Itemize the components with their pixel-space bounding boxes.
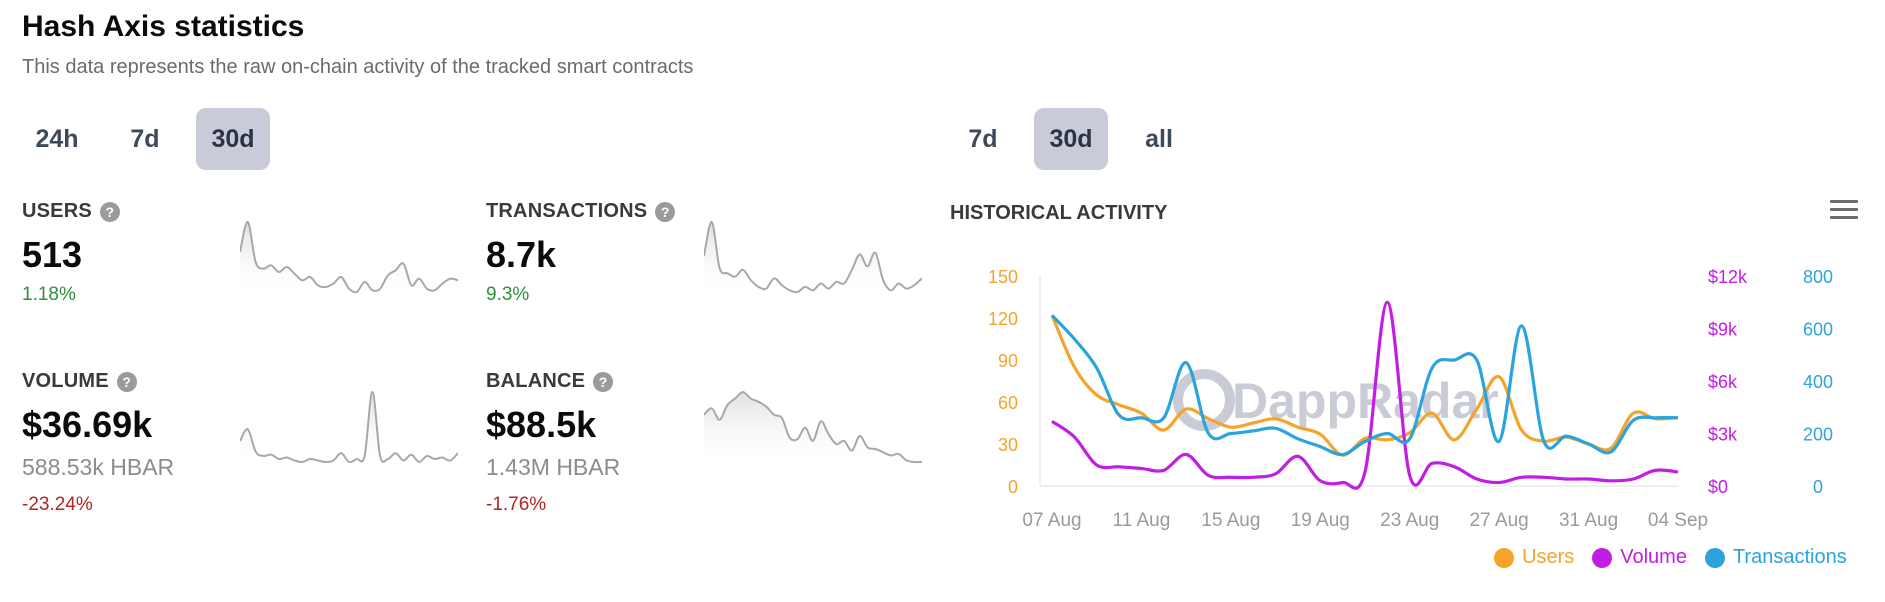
stat-balance-label-row: BALANCE ?: [486, 370, 614, 393]
stat-users-label-row: USERS ?: [22, 200, 120, 223]
legend-item-users[interactable]: Users: [1494, 546, 1574, 569]
help-icon[interactable]: ?: [593, 371, 614, 392]
series-line-volume[interactable]: [1051, 300, 1679, 490]
volume-axis-tick: $9k: [1708, 320, 1738, 340]
transactions-sparkline: [704, 220, 922, 298]
x-axis-tick: 15 Aug: [1201, 510, 1260, 531]
stat-volume-change: -23.24%: [22, 494, 93, 515]
stat-transactions: TRANSACTIONS ? 8.7k 9.3%: [486, 200, 936, 350]
x-axis-tick: 11 Aug: [1113, 510, 1171, 531]
left-axis-tick: 150: [988, 267, 1018, 287]
transactions-axis-tick: 200: [1803, 425, 1833, 445]
x-axis-tick: 07 Aug: [1022, 510, 1081, 531]
stat-volume-secondary: 588.53k HBAR: [22, 454, 175, 480]
legend-item-volume[interactable]: Volume: [1592, 546, 1687, 569]
stat-users-change: 1.18%: [22, 284, 76, 305]
legend-dot-users: [1494, 547, 1514, 568]
left-axis-tick: 90: [998, 351, 1018, 371]
x-axis-tick: 27 Aug: [1470, 510, 1529, 531]
legend-label-volume: Volume: [1620, 546, 1687, 568]
legend-label-transactions: Transactions: [1732, 546, 1847, 568]
stat-balance-change: -1.76%: [486, 494, 547, 515]
stat-balance-value: $88.5k: [486, 404, 597, 445]
stat-transactions-value: 8.7k: [486, 234, 557, 275]
users-sparkline-area: [240, 221, 458, 298]
transactions-axis-tick: 800: [1803, 267, 1833, 287]
help-icon[interactable]: ?: [99, 201, 120, 222]
watermark-text: DappRadar: [1232, 373, 1499, 429]
transactions-axis-tick: 400: [1803, 372, 1833, 392]
stat-balance-label: BALANCE: [486, 370, 586, 392]
users-sparkline-line: [240, 220, 458, 294]
page-subtitle: This data represents the raw on-chain ac…: [22, 56, 694, 78]
volume-axis-tick: $12k: [1708, 267, 1748, 287]
stat-volume-label-row: VOLUME ?: [22, 370, 137, 393]
page-title: Hash Axis statistics: [22, 10, 305, 43]
volume-axis-tick: $6k: [1708, 372, 1738, 392]
left-axis-tick: 120: [988, 309, 1018, 329]
stat-users-value: 513: [22, 234, 83, 275]
volume-sparkline: [240, 390, 458, 468]
x-axis-tick: 04 Sep: [1648, 510, 1708, 531]
users-sparkline: [240, 220, 458, 298]
balance-sparkline-area: [704, 392, 922, 468]
volume-axis-tick: $3k: [1708, 425, 1738, 445]
stat-volume-label: VOLUME: [22, 370, 109, 392]
tab-30d[interactable]: 30d: [196, 108, 270, 170]
tab-chart-7d[interactable]: 7d: [968, 124, 998, 153]
stat-transactions-label-row: TRANSACTIONS ?: [486, 200, 676, 223]
stat-balance-secondary: 1.43M HBAR: [486, 454, 621, 480]
tab-chart-30d[interactable]: 30d: [1034, 108, 1108, 170]
stats-range-tabs: 24h 7d 30d: [20, 108, 270, 170]
dappradar-watermark: DappRadar: [1173, 369, 1499, 431]
tab-7d[interactable]: 7d: [130, 124, 160, 153]
transactions-axis-tick: 0: [1813, 477, 1823, 497]
stat-transactions-change: 9.3%: [486, 284, 530, 305]
series-line-transactions[interactable]: [1050, 314, 1679, 457]
legend-dot-transactions: [1704, 547, 1725, 568]
x-axis-tick: 31 Aug: [1559, 510, 1618, 531]
volume-sparkline-line: [240, 390, 458, 464]
historical-activity-chart: DappRadar 0 30 60 90 120 150 $0 $3k $6k $9k $12k 0 20…: [988, 267, 1833, 531]
chart-menu-icon[interactable]: [1830, 200, 1858, 222]
stat-users-label: USERS: [22, 200, 92, 222]
tab-chart-all[interactable]: all: [1145, 124, 1173, 153]
left-axis-tick: 0: [1008, 477, 1018, 497]
stat-volume-value: $36.69k: [22, 404, 153, 445]
x-axis-tick: 19 Aug: [1291, 510, 1350, 531]
legend-label-users: Users: [1522, 546, 1575, 568]
tab-24h[interactable]: 24h: [35, 124, 79, 153]
transactions-sparkline-line: [704, 220, 922, 294]
stat-transactions-label: TRANSACTIONS: [486, 200, 648, 222]
volume-sparkline-area: [240, 392, 458, 468]
volume-axis-tick: $0: [1708, 477, 1728, 497]
left-axis-tick: 60: [998, 393, 1018, 413]
help-icon[interactable]: ?: [655, 201, 676, 222]
legend-item-transactions[interactable]: Transactions: [1704, 546, 1847, 569]
balance-sparkline: [704, 390, 922, 468]
stat-users: USERS ? 513 1.18%: [22, 200, 472, 350]
chart-range-tabs: 7d 30d all: [946, 108, 1196, 170]
transactions-sparkline-area: [704, 221, 922, 298]
help-icon[interactable]: ?: [116, 371, 137, 392]
historical-activity-title: HISTORICAL ACTIVITY: [950, 202, 1168, 224]
left-axis-tick: 30: [998, 435, 1018, 455]
chart-legend: Users Volume Transactions: [1494, 546, 1847, 569]
legend-dot-volume: [1592, 547, 1613, 568]
stat-volume: VOLUME ? $36.69k 588.53k HBAR -23.24%: [22, 370, 472, 530]
x-axis-tick: 23 Aug: [1380, 510, 1439, 531]
transactions-axis-tick: 600: [1803, 320, 1833, 340]
balance-sparkline-line: [704, 390, 922, 464]
stat-balance: BALANCE ? $88.5k 1.43M HBAR -1.76%: [486, 370, 936, 530]
